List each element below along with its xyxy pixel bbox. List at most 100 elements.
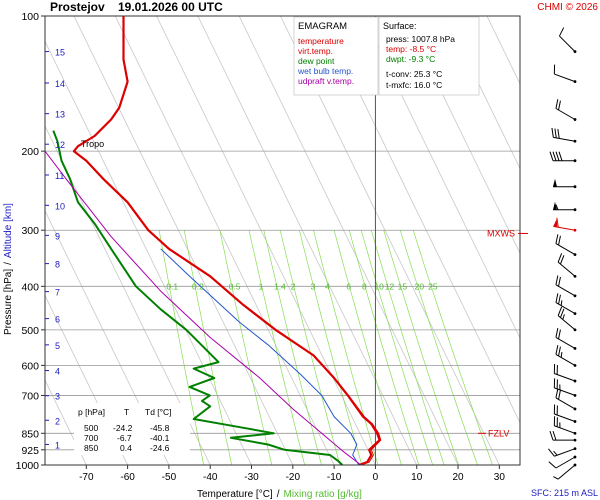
wind-barb-flag [558, 346, 561, 357]
wind-barb [553, 363, 577, 383]
surface-tconv: t-conv: 25.3 °C [386, 69, 442, 79]
wind-barb-station [573, 346, 577, 350]
wind-barb-flag [558, 235, 561, 246]
mixing-ratio-label: 20 [415, 281, 425, 291]
wind-barb [558, 27, 577, 53]
mixing-ratio-line [158, 230, 205, 465]
series-dew-point [52, 130, 344, 465]
legend-item-dew-point: dew point [298, 56, 335, 66]
mixing-ratio-line [248, 230, 306, 465]
x-tick-label: 30 [494, 472, 506, 483]
wind-barb [548, 447, 577, 457]
wind-barb-station [573, 455, 577, 459]
wind-barb-staff [557, 315, 576, 331]
mixing-ratio-line [183, 230, 233, 465]
mixing-ratio-label: 1 [259, 281, 264, 291]
wind-barb-half [560, 351, 563, 358]
wind-barb-flag [557, 253, 563, 263]
y-tick-label: 300 [21, 225, 39, 237]
isotherm-line [114, 16, 335, 465]
wind-barb-staff [554, 413, 576, 422]
wind-barb [548, 455, 577, 469]
wind-barb [555, 99, 577, 121]
wind-barb-half [553, 450, 558, 456]
mixing-ratio-line [383, 230, 459, 465]
wind-barb-station [573, 420, 577, 423]
wind-barb-flag [549, 430, 554, 441]
wind-barb [555, 293, 577, 316]
wind-barb-staff [555, 336, 576, 349]
altitude-tick-label: 6 [55, 315, 60, 325]
isotherm-line [528, 16, 600, 465]
sounding-table: p [hPa] T Td [°C] 500 -24.2 -45.8 700 -6… [78, 407, 172, 453]
wind-barb [557, 306, 577, 332]
x-tick-label: -50 [162, 472, 177, 483]
wind-barb-half [555, 204, 559, 210]
mixing-ratio-label: 25 [428, 281, 438, 291]
mxws-label: MXWS [487, 228, 515, 238]
wind-barb-flag [555, 234, 559, 244]
altitude-tick-label: 15 [55, 48, 65, 58]
isotherm-line [238, 16, 459, 465]
mixing-ratio-label: 10 [374, 281, 384, 291]
altitude-tick-label: 14 [55, 79, 65, 89]
wind-barb-flag [555, 99, 559, 109]
wind-barb-flag [552, 430, 557, 441]
y-axis-ticks: 100 200 300 400 500 600 700 850 925 1000 [16, 11, 45, 472]
y-axis-label-separator: / [3, 262, 14, 265]
mixing-ratio-label: 4 [325, 281, 330, 291]
mixing-ratio-line [333, 230, 402, 465]
mixing-ratio-label: 3 [311, 281, 316, 291]
wind-barb [553, 416, 577, 435]
wind-barb [555, 388, 577, 411]
y-tick-label: 100 [21, 11, 39, 23]
wind-barb [555, 328, 577, 350]
wind-barb-half [559, 384, 561, 390]
wind-barb-staff [553, 225, 576, 231]
y-axis-label-altitude: Altitude [km] [3, 203, 14, 258]
wind-barb [553, 463, 577, 480]
mixing-ratio-line [219, 230, 273, 465]
isotherm-line [45, 40, 252, 465]
wind-barb-station [573, 328, 577, 332]
wind-barb [555, 275, 577, 298]
wind-barb-flag [555, 293, 559, 303]
altitude-tick-label: 2 [55, 416, 60, 426]
copyright: CHMI © 2026 [537, 2, 598, 13]
mixing-ratio-line [313, 230, 379, 465]
wind-barb-staff [555, 243, 576, 256]
wind-barb-station [573, 463, 577, 467]
x-tick-label: -70 [79, 472, 94, 483]
wind-barb-flag [552, 151, 557, 161]
wind-barb-flag [556, 217, 559, 228]
x-tick-label: -40 [203, 472, 218, 483]
wind-barb-station [573, 447, 577, 451]
wind-barb-flag [558, 329, 561, 340]
wind-barb [555, 234, 577, 257]
wind-barb [553, 217, 577, 232]
wind-barb-staff [554, 73, 576, 83]
mixing-ratio-label: 0.2 [192, 281, 204, 291]
tropopause-label: Tropo [81, 139, 104, 149]
table-cell-t: -6.7 [117, 433, 132, 443]
isotherm-line [45, 125, 211, 465]
wind-barb-flag [558, 27, 565, 37]
wind-barb [557, 253, 577, 278]
wind-barb [553, 64, 577, 83]
wind-barb-flag [549, 151, 554, 161]
x-axis-label-mixing: Mixing ratio [g/kg] [283, 489, 362, 500]
mixing-ratio-label: 12 [385, 281, 395, 291]
wind-barb-station [573, 379, 577, 383]
mixing-ratio-line [412, 230, 493, 465]
surface-elevation: SFC: 215 m ASL [531, 488, 598, 498]
plot-frame [44, 15, 521, 466]
wind-barb-station [573, 363, 577, 367]
wind-barb-staff [554, 448, 576, 457]
wind-barb-station [573, 50, 577, 53]
x-tick-label: -60 [120, 472, 135, 483]
wind-barb-flag [555, 345, 559, 355]
wind-barb-staff [557, 261, 576, 277]
y-tick-label: 200 [21, 146, 39, 158]
wind-barb-flag [558, 151, 563, 161]
